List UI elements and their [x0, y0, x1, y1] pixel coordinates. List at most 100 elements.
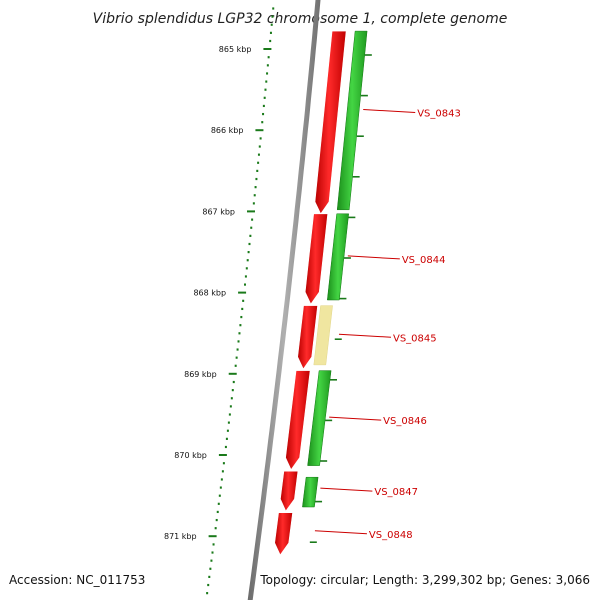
cds-arrow: [304, 213, 329, 305]
kbp-label: 869 kbp: [184, 370, 217, 379]
label-leader: [314, 530, 367, 535]
minor-tick-dot: [245, 267, 248, 270]
misc-feature-band: [313, 305, 333, 366]
summary-text: Topology: circular; Length: 3,299,302 bp…: [260, 573, 590, 587]
gene-track: [302, 30, 372, 544]
minor-tick-dot: [266, 72, 269, 75]
minor-tick-dot: [232, 380, 235, 384]
minor-tick-dot: [272, 7, 275, 10]
kbp-label: 867 kbp: [202, 207, 235, 216]
minor-tick-dot: [214, 527, 217, 530]
minor-tick-dot: [252, 202, 255, 205]
minor-tick-dot: [238, 332, 241, 335]
accession-text: Accession: NC_011753: [9, 573, 146, 587]
minor-tick-dot: [271, 15, 274, 18]
minor-tick-dot: [266, 64, 269, 67]
minor-tick-dot: [259, 137, 262, 140]
minor-tick-dot: [235, 356, 238, 359]
minor-tick-dot: [237, 340, 240, 343]
minor-tick-dot: [254, 186, 257, 189]
cds-arrow: [280, 470, 299, 512]
gene-band: [327, 213, 349, 301]
cds-track: [274, 30, 347, 556]
minor-tick-dot: [229, 405, 232, 408]
backbone-bar: [247, 0, 321, 600]
label-leader: [329, 416, 382, 421]
minor-tick-dot: [226, 429, 229, 432]
label-leader: [320, 487, 373, 492]
minor-tick-dot: [240, 315, 243, 319]
minor-tick-dot: [236, 348, 239, 351]
minor-tick-dot: [225, 437, 228, 440]
minor-tick-dot: [219, 486, 222, 489]
minor-tick-dot: [216, 510, 219, 514]
gene-band: [302, 476, 319, 508]
minor-tick-dot: [220, 478, 223, 481]
minor-tick-dot: [239, 324, 242, 327]
minor-tick-dot: [265, 80, 268, 83]
label-leader: [338, 333, 392, 338]
gene-label: VS_0848: [369, 530, 413, 541]
minor-tick-dot: [246, 259, 249, 262]
minor-tick-dot: [221, 470, 224, 473]
minor-tick-dot: [241, 307, 244, 311]
minor-tick-dot: [255, 177, 258, 181]
minor-tick-dot: [250, 226, 253, 229]
minor-tick-dot: [215, 518, 218, 522]
minor-tick-dot: [243, 283, 246, 286]
minor-tick-dot: [264, 88, 267, 91]
minor-tick-dot: [207, 583, 210, 587]
kbp-label: 868 kbp: [193, 289, 226, 298]
gene-label: VS_0847: [374, 487, 418, 498]
minor-tick-dot: [230, 397, 233, 400]
cds-arrow: [285, 370, 311, 471]
kbp-label: 865 kbp: [219, 45, 252, 54]
minor-tick-dot: [248, 242, 251, 246]
cds-arrow: [274, 512, 293, 556]
minor-tick-dot: [228, 413, 231, 416]
minor-tick-dot: [209, 567, 212, 570]
minor-tick-dot: [218, 494, 221, 497]
map-title: Vibrio splendidus LGP32 chromosome 1, co…: [93, 11, 508, 27]
cds-arrow: [314, 30, 347, 215]
minor-tick-dot: [231, 389, 234, 392]
gene-label: VS_0845: [393, 333, 437, 344]
minor-tick-dot: [269, 39, 272, 43]
minor-tick-dot: [234, 364, 237, 367]
minor-tick-dot: [206, 592, 209, 595]
minor-tick-dot: [208, 575, 211, 578]
minor-tick-dot: [258, 145, 261, 148]
minor-tick-dot: [210, 559, 213, 562]
minor-tick-dot: [212, 543, 215, 546]
gene-label: VS_0843: [417, 108, 461, 119]
minor-tick-dot: [261, 121, 264, 124]
minor-tick-dot: [217, 502, 220, 505]
gene-label: VS_0846: [383, 416, 427, 427]
minor-tick-dot: [227, 421, 230, 424]
minor-tick-dot: [262, 112, 265, 116]
minor-tick-dot: [249, 234, 252, 237]
minor-tick-dot: [211, 551, 214, 554]
minor-tick-dot: [244, 275, 247, 278]
minor-tick-dot: [270, 23, 273, 26]
minor-tick-dot: [224, 445, 227, 449]
minor-tick-dot: [269, 31, 272, 34]
kbp-label: 870 kbp: [174, 451, 207, 460]
gene-label: VS_0844: [402, 255, 446, 266]
gene-band: [307, 370, 332, 466]
minor-tick-dot: [262, 104, 265, 108]
minor-tick-dot: [222, 462, 225, 465]
kbp-label: 871 kbp: [164, 532, 197, 541]
kbp-ruler: 865 kbp 866 kbp 867 kbp 868 kbp 869 kbp 870 k…: [164, 7, 275, 595]
minor-tick-dot: [267, 56, 270, 59]
label-leader: [347, 255, 400, 260]
gene-labels: VS_0843 VS_0844 VS_0845 VS_0846 VS_0847 VS_08…: [314, 108, 461, 541]
cds-arrow: [297, 305, 318, 370]
backbone-track: [247, 0, 321, 600]
kbp-label: 866 kbp: [211, 126, 244, 135]
label-leader: [363, 108, 416, 113]
minor-tick-dot: [257, 161, 260, 164]
gene-band: [336, 30, 368, 211]
minor-tick-dot: [247, 251, 250, 254]
